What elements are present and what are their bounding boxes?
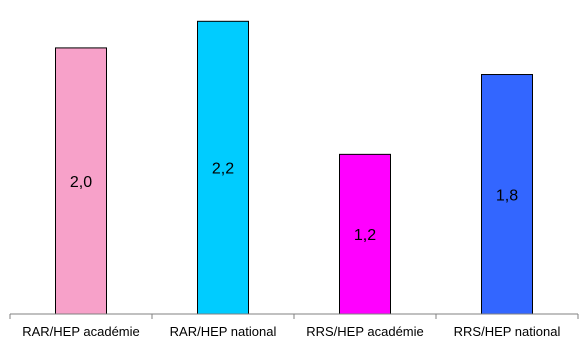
category-label: RAR/HEP national (170, 324, 277, 339)
bar-3 (339, 153, 391, 315)
bars-group (55, 20, 533, 315)
bar-value-label: 1,8 (496, 187, 518, 204)
bar-1 (55, 47, 107, 315)
category-labels: RAR/HEP académie RAR/HEP national RRS/HEP … (22, 324, 560, 339)
bar-value-label: 1,2 (354, 227, 376, 244)
category-label: RAR/HEP académie (22, 324, 140, 339)
value-labels: 2,0 2,2 1,2 1,8 (70, 161, 518, 245)
x-axis-ticks (9, 314, 579, 319)
bar-4 (481, 74, 533, 315)
bar-value-label: 2,0 (70, 174, 92, 191)
category-label: RRS/HEP académie (306, 324, 424, 339)
bar-value-label: 2,2 (212, 161, 234, 178)
bar-2 (197, 20, 249, 315)
category-label: RRS/HEP national (454, 324, 561, 339)
